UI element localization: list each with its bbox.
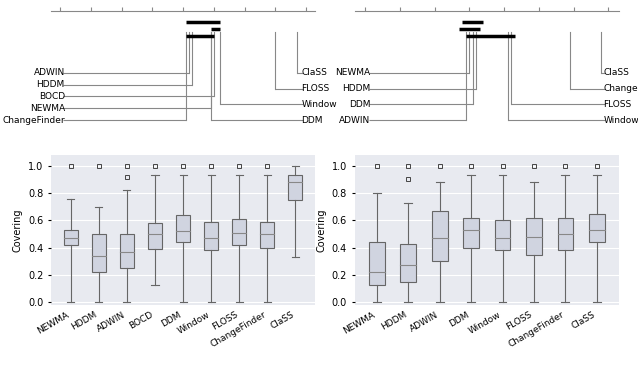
Text: BOCD: BOCD (39, 92, 65, 101)
Text: DDM: DDM (301, 116, 323, 125)
Bar (401, 244, 416, 282)
Text: ADWIN: ADWIN (34, 68, 65, 77)
Text: DDM: DDM (349, 100, 371, 109)
Bar (494, 220, 510, 250)
Bar (64, 230, 78, 245)
Bar (558, 218, 574, 250)
Text: ClaSS: ClaSS (603, 68, 629, 77)
Text: HDDM: HDDM (342, 84, 371, 93)
Text: HDDM: HDDM (36, 80, 65, 89)
Bar (589, 214, 605, 242)
Text: Window: Window (603, 116, 638, 125)
Y-axis label: Covering: Covering (316, 208, 326, 252)
Bar (92, 234, 106, 272)
Text: NEWMA: NEWMA (336, 68, 371, 77)
Text: ADWIN: ADWIN (339, 116, 371, 125)
Bar (288, 175, 302, 200)
Text: FLOSS: FLOSS (301, 84, 330, 93)
Bar (463, 218, 479, 248)
Text: ChangeFinder: ChangeFinder (603, 84, 638, 93)
Text: ClaSS: ClaSS (301, 68, 327, 77)
Bar (232, 219, 246, 245)
Y-axis label: Covering: Covering (13, 208, 22, 252)
Bar (369, 242, 385, 285)
Text: Window: Window (301, 100, 337, 109)
Bar (148, 223, 162, 249)
Text: FLOSS: FLOSS (603, 100, 632, 109)
Bar (204, 222, 218, 250)
Bar (432, 211, 447, 262)
Bar (176, 215, 190, 242)
Bar (526, 218, 542, 254)
Text: NEWMA: NEWMA (30, 104, 65, 113)
Bar (260, 222, 274, 248)
Text: ChangeFinder: ChangeFinder (3, 116, 65, 125)
Bar (120, 234, 134, 268)
